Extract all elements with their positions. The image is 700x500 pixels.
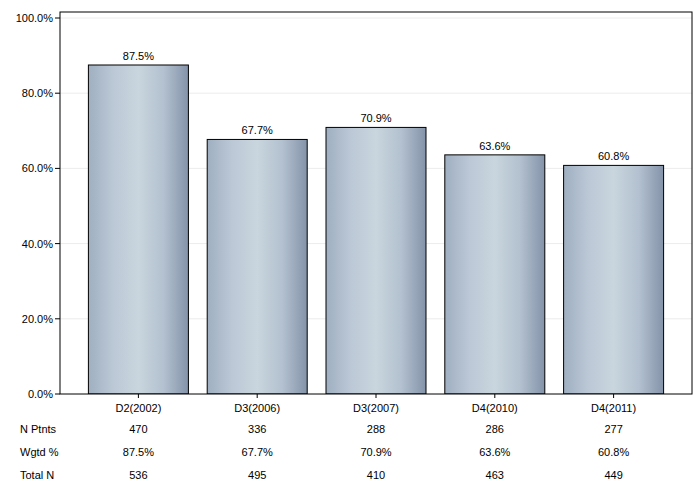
chart: 0.0% 20.0% 40.0% 60.0% 80.0% 100.0% 87.5% 67.7%… xyxy=(0,0,700,500)
x-tick-mark xyxy=(494,394,495,398)
data-label: 63.6% xyxy=(479,140,510,152)
table-cell: 60.8% xyxy=(598,446,629,458)
table-cell: 87.5% xyxy=(123,446,154,458)
tick-label: 60.0% xyxy=(22,162,53,174)
table-cell: 470 xyxy=(129,423,147,435)
tick-label: 80.0% xyxy=(22,87,53,99)
table-cell: 410 xyxy=(367,469,385,481)
tick-label: 20.0% xyxy=(22,313,53,325)
x-tick-mark xyxy=(376,394,377,398)
category-label: D3(2007) xyxy=(353,402,399,414)
tick-mark xyxy=(55,18,60,19)
table-cell: 495 xyxy=(248,469,266,481)
x-tick-mark xyxy=(257,394,258,398)
table-cell: 286 xyxy=(486,423,504,435)
bar xyxy=(207,139,307,394)
bar xyxy=(88,65,188,394)
table-cell: 67.7% xyxy=(242,446,273,458)
table-cell: 336 xyxy=(248,423,266,435)
category-label: D4(2010) xyxy=(472,402,518,414)
tick-label: 100.0% xyxy=(16,12,54,24)
tick-label: 40.0% xyxy=(22,238,53,250)
table-cell: 70.9% xyxy=(360,446,391,458)
tick-mark xyxy=(55,243,60,244)
table-cell: 449 xyxy=(604,469,622,481)
data-label: 67.7% xyxy=(242,124,273,136)
tick-label: 0.0% xyxy=(28,388,53,400)
bar xyxy=(564,165,664,394)
table-row-label: Total N xyxy=(20,469,54,481)
plot-frame xyxy=(60,12,692,394)
bar xyxy=(445,155,545,394)
bar xyxy=(326,127,426,394)
category-label: D3(2006) xyxy=(234,402,280,414)
table-cell: 463 xyxy=(486,469,504,481)
table-row-label: N Ptnts xyxy=(20,423,57,435)
tick-mark xyxy=(55,93,60,94)
bars xyxy=(88,65,663,394)
table-cell: 63.6% xyxy=(479,446,510,458)
grid-line xyxy=(60,18,692,19)
data-label: 70.9% xyxy=(360,112,391,124)
x-tick-mark xyxy=(613,394,614,398)
tick-mark xyxy=(55,318,60,319)
data-label: 60.8% xyxy=(598,150,629,162)
table-cell: 277 xyxy=(604,423,622,435)
tick-mark xyxy=(55,168,60,169)
x-tick-mark xyxy=(138,394,139,398)
category-label: D2(2002) xyxy=(115,402,161,414)
table-row-label: Wgtd % xyxy=(20,446,59,458)
table-cell: 536 xyxy=(129,469,147,481)
table-cell: 288 xyxy=(367,423,385,435)
plot-background xyxy=(60,12,692,394)
category-label: D4(2011) xyxy=(591,402,636,414)
data-label: 87.5% xyxy=(123,50,154,62)
tick-mark xyxy=(55,394,60,395)
